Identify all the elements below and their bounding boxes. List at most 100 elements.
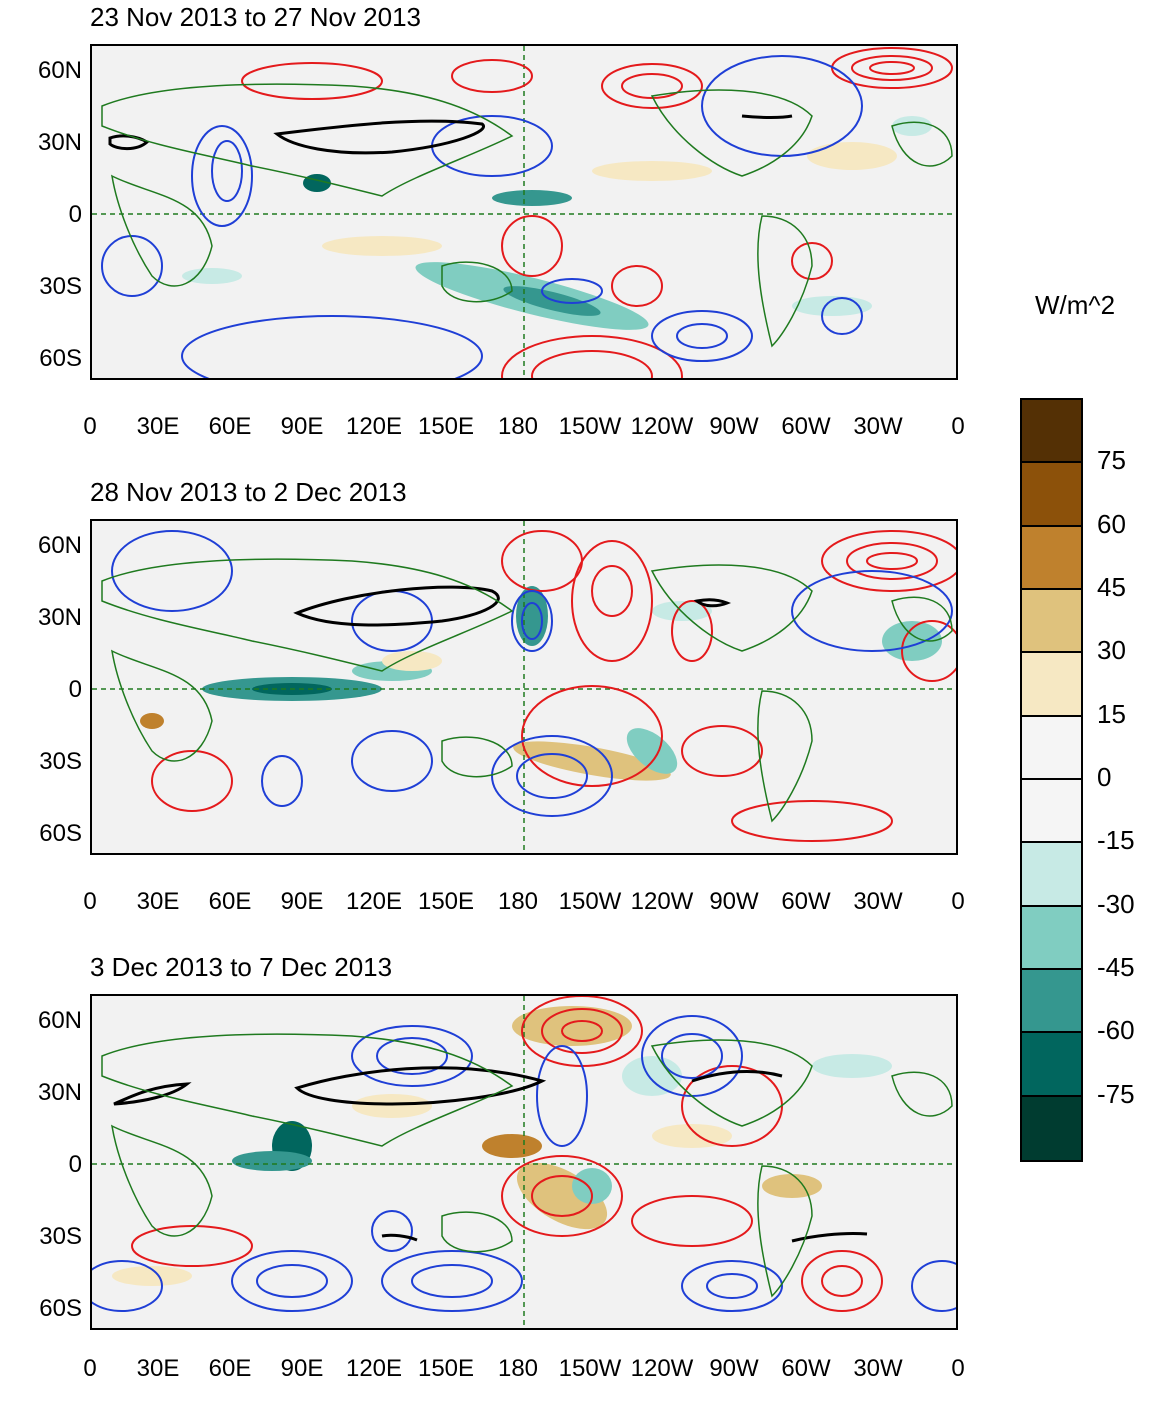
x-tick-label: 30E [136, 1355, 180, 1382]
colorbar-label: -60 [1097, 1015, 1135, 1046]
x-tick-label: 180 [497, 888, 539, 915]
y-tick-label: 60S [39, 820, 82, 847]
y-tick-label: 30S [39, 1223, 82, 1250]
colorbar-box [1022, 400, 1081, 464]
colorbar-box [1022, 463, 1081, 527]
x-tick-label: 120W [630, 1355, 694, 1382]
y-tick-label: 60N [37, 1007, 82, 1034]
x-tick-label: 30W [853, 413, 903, 440]
x-tick-label: 0 [83, 1355, 97, 1382]
x-tick-label: 90E [280, 888, 324, 915]
panel-title: 3 Dec 2013 to 7 Dec 2013 [90, 952, 393, 982]
y-tick-label: 30N [37, 129, 82, 156]
units-label: W/m^2 [1035, 290, 1116, 320]
x-tick-label: 150E [417, 1355, 475, 1382]
colorbar-box [1022, 590, 1081, 654]
colorbar-box [1022, 526, 1081, 590]
map-field [92, 996, 956, 1328]
colorbar-label: 30 [1097, 635, 1126, 666]
x-tick-label: 90W [709, 888, 759, 915]
x-tick-label: 150E [417, 413, 475, 440]
jet-contour-layer [108, 114, 793, 155]
x-tick-label: 60E [208, 888, 252, 915]
panel-title: 28 Nov 2013 to 2 Dec 2013 [90, 477, 407, 507]
x-tick-label: 180 [497, 1355, 539, 1382]
y-tick-label: 60S [39, 1295, 82, 1322]
coastline-layer [101, 558, 953, 823]
x-tick-label: 0 [83, 888, 97, 915]
colorbar-label: 15 [1097, 698, 1126, 729]
contour-layer [101, 47, 953, 378]
x-tick-label: 150E [417, 888, 475, 915]
map-plot-area [90, 994, 958, 1330]
colorbar-box [1022, 780, 1081, 844]
colorbar-label: -45 [1097, 952, 1135, 982]
coastline-layer [101, 1033, 953, 1298]
shading-layer [112, 1006, 892, 1286]
map-field [92, 521, 956, 853]
x-tick-label: 30W [853, 1355, 903, 1382]
y-tick-label: 30S [39, 273, 82, 300]
y-tick-label: 0 [68, 201, 82, 228]
x-tick-label: 30W [853, 888, 903, 915]
y-tick-label: 30N [37, 604, 82, 631]
y-tick-label: 0 [68, 1151, 82, 1178]
colorbar-label: 75 [1097, 445, 1126, 476]
colorbar-box [1022, 970, 1081, 1034]
x-tick-label: 60W [781, 413, 831, 440]
x-tick-label: 90W [709, 413, 759, 440]
colorbar-box [1022, 906, 1081, 970]
colorbar-label: -30 [1097, 888, 1135, 919]
x-tick-label: 0 [83, 413, 97, 440]
map-field [92, 46, 956, 378]
x-tick-label: 150W [558, 413, 622, 440]
y-tick-label: 60S [39, 345, 82, 372]
colorbar-label: 45 [1097, 572, 1126, 602]
x-tick-label: 120W [630, 413, 694, 440]
map-plot-area [90, 519, 958, 855]
jet-contour-layer [113, 1066, 868, 1243]
y-tick-label: 30S [39, 748, 82, 775]
map-plot-area [90, 44, 958, 380]
y-tick-label: 60N [37, 57, 82, 84]
x-tick-label: 150W [558, 888, 622, 915]
x-tick-label: 120E [345, 1355, 403, 1382]
x-tick-label: 120W [630, 888, 694, 915]
y-tick-label: 0 [68, 676, 82, 703]
x-tick-label: 60E [208, 1355, 252, 1382]
x-tick-label: 90W [709, 1355, 759, 1382]
contour-layer [111, 530, 956, 842]
colorbar-label: -75 [1097, 1078, 1135, 1109]
colorbar-box [1022, 653, 1081, 717]
x-tick-label: 120E [345, 413, 403, 440]
jet-contour-layer [293, 585, 732, 627]
y-tick-label: 60N [37, 532, 82, 559]
x-tick-label: 60W [781, 888, 831, 915]
x-tick-label: 30E [136, 413, 180, 440]
x-tick-label: 0 [951, 413, 965, 440]
y-tick-label: 30N [37, 1079, 82, 1106]
colorbar-box [1022, 716, 1081, 780]
colorbar-label: 60 [1097, 508, 1126, 539]
colorbar-label: 0 [1097, 762, 1112, 792]
shading-layer [182, 116, 932, 330]
x-tick-label: 90E [280, 413, 324, 440]
x-tick-label: 180 [497, 413, 539, 440]
x-tick-label: 90E [280, 1355, 324, 1382]
x-tick-label: 60W [781, 1355, 831, 1382]
map-panel-1: 23 Nov 2013 to 27 Nov 2013 [0, 0, 1000, 460]
x-tick-label: 150W [558, 1355, 622, 1382]
x-tick-label: 0 [951, 888, 965, 915]
colorbar-label: -15 [1097, 825, 1135, 856]
coastline-layer [101, 83, 953, 348]
map-panel-2: 28 Nov 2013 to 2 Dec 2013 [0, 475, 1000, 935]
colorbar [1020, 398, 1083, 1162]
x-tick-label: 0 [951, 1355, 965, 1382]
x-tick-label: 30E [136, 888, 180, 915]
x-tick-label: 120E [345, 888, 403, 915]
map-panel-3: 3 Dec 2013 to 7 Dec 2013 [0, 950, 1000, 1410]
colorbar-box [1022, 1096, 1081, 1160]
colorbar-box [1022, 843, 1081, 907]
x-tick-label: 60E [208, 413, 252, 440]
panel-title: 23 Nov 2013 to 27 Nov 2013 [90, 2, 422, 32]
